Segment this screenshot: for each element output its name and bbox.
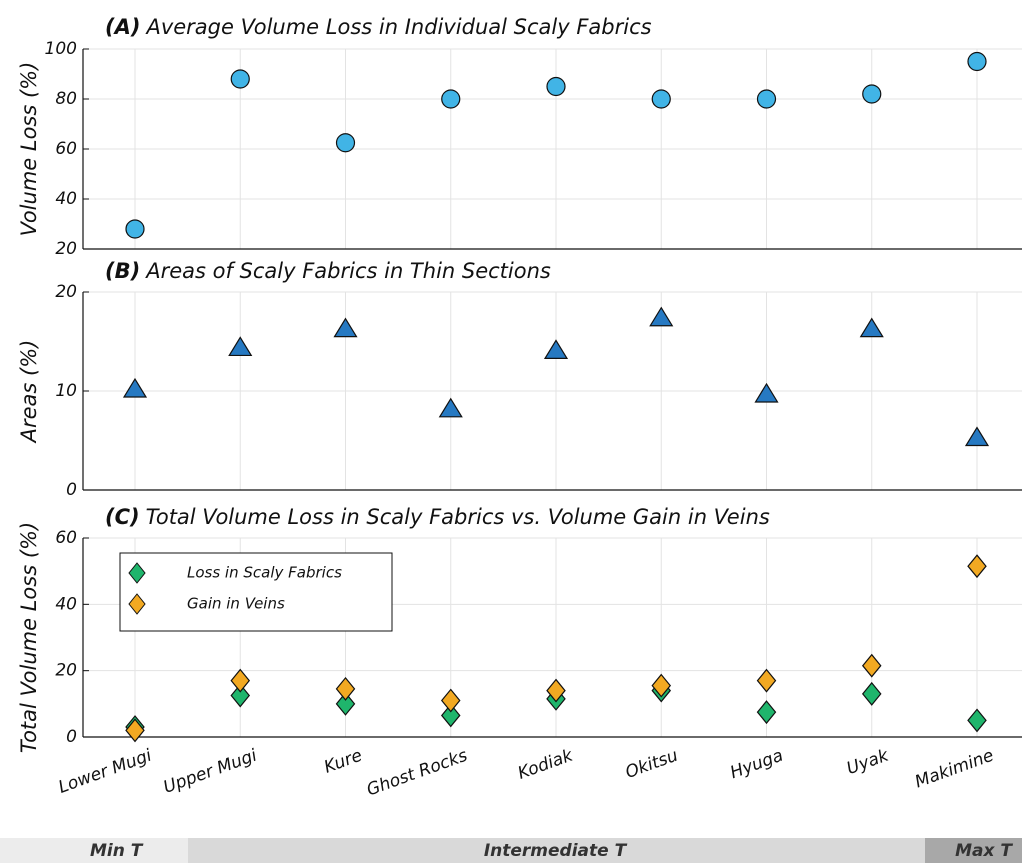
marker bbox=[756, 89, 777, 109]
marker bbox=[122, 377, 148, 398]
band-label: Intermediate T bbox=[484, 841, 628, 861]
y-axis-label: Total Volume Loss (%) bbox=[17, 522, 41, 753]
marker bbox=[441, 89, 461, 109]
x-tick-label: Makimine bbox=[912, 746, 996, 793]
marker bbox=[125, 219, 145, 239]
legend-box bbox=[119, 552, 393, 632]
y-tick-label: 10 bbox=[55, 381, 77, 401]
x-tick-label: Kure bbox=[322, 746, 365, 778]
marker bbox=[862, 84, 882, 104]
y-tick-label: 60 bbox=[55, 139, 77, 159]
legend-label: Loss in Scaly Fabrics bbox=[187, 564, 342, 582]
panel-title-text: Total Volume Loss in Scaly Fabrics vs. V… bbox=[146, 505, 770, 529]
y-tick-label: 40 bbox=[55, 189, 77, 209]
marker bbox=[756, 668, 777, 693]
y-tick-label: 20 bbox=[55, 282, 77, 302]
band-label: Min T bbox=[90, 841, 144, 861]
min-t-band bbox=[0, 838, 188, 863]
x-tick-label: Upper Mugi bbox=[161, 746, 260, 798]
marker bbox=[861, 681, 882, 706]
x-tick-label: Hyuga bbox=[728, 746, 786, 784]
marker bbox=[230, 683, 251, 708]
marker bbox=[859, 317, 884, 338]
x-tick-label: Ghost Rocks bbox=[364, 746, 470, 801]
marker bbox=[335, 691, 356, 716]
legend-marker bbox=[128, 593, 146, 615]
max-t-band bbox=[925, 838, 1022, 863]
y-axis-label: Volume Loss (%) bbox=[17, 62, 41, 237]
x-tick-label: Kodiak bbox=[515, 745, 576, 784]
marker bbox=[649, 306, 674, 327]
marker bbox=[228, 336, 253, 357]
marker bbox=[546, 76, 566, 97]
y-tick-label: 100 bbox=[45, 39, 77, 59]
y-axis-label: Areas (%) bbox=[17, 340, 41, 445]
panel-title-text: Average Volume Loss in Individual Scaly … bbox=[144, 15, 651, 39]
marker bbox=[230, 69, 250, 89]
panel-title: (B) Areas of Scaly Fabrics in Thin Sectio… bbox=[105, 259, 551, 283]
panel-label: (B) bbox=[105, 259, 140, 283]
marker bbox=[967, 554, 987, 579]
y-tick-label: 0 bbox=[66, 727, 77, 747]
marker bbox=[651, 673, 672, 698]
marker bbox=[125, 718, 145, 743]
y-tick-label: 20 bbox=[55, 661, 77, 681]
x-tick-label: Lower Mugi bbox=[56, 746, 155, 798]
panel-label: (A) bbox=[105, 15, 140, 39]
y-tick-label: 80 bbox=[55, 89, 77, 109]
panel-title: (C) Total Volume Loss in Scaly Fabrics vs… bbox=[105, 505, 770, 529]
marker bbox=[438, 397, 463, 418]
marker bbox=[546, 678, 566, 703]
intermediate-t-band bbox=[188, 838, 925, 863]
legend-label: Gain in Veins bbox=[187, 595, 285, 613]
panel-label: (C) bbox=[105, 505, 140, 529]
marker bbox=[333, 317, 358, 338]
x-tick-label: Okitsu bbox=[623, 746, 681, 783]
marker bbox=[230, 668, 251, 693]
marker bbox=[440, 703, 461, 728]
marker bbox=[543, 339, 569, 360]
marker bbox=[335, 676, 356, 701]
x-tick-label: Uyak bbox=[844, 745, 892, 779]
panel-title: (A) Average Volume Loss in Individual Sca… bbox=[105, 15, 652, 39]
legend-marker bbox=[128, 562, 146, 584]
marker bbox=[756, 700, 777, 725]
marker bbox=[335, 133, 356, 153]
marker bbox=[651, 89, 671, 109]
marker bbox=[967, 708, 987, 733]
marker bbox=[967, 51, 987, 72]
marker bbox=[754, 382, 779, 403]
y-tick-label: 40 bbox=[55, 594, 77, 614]
y-tick-label: 20 bbox=[55, 239, 77, 259]
panel-title-text: Areas of Scaly Fabrics in Thin Sections bbox=[144, 259, 551, 283]
y-tick-label: 0 bbox=[66, 480, 77, 500]
y-tick-label: 60 bbox=[55, 528, 77, 548]
band-label: Max T bbox=[955, 841, 1013, 861]
marker bbox=[861, 653, 882, 678]
marker bbox=[440, 688, 461, 713]
marker bbox=[964, 426, 990, 447]
